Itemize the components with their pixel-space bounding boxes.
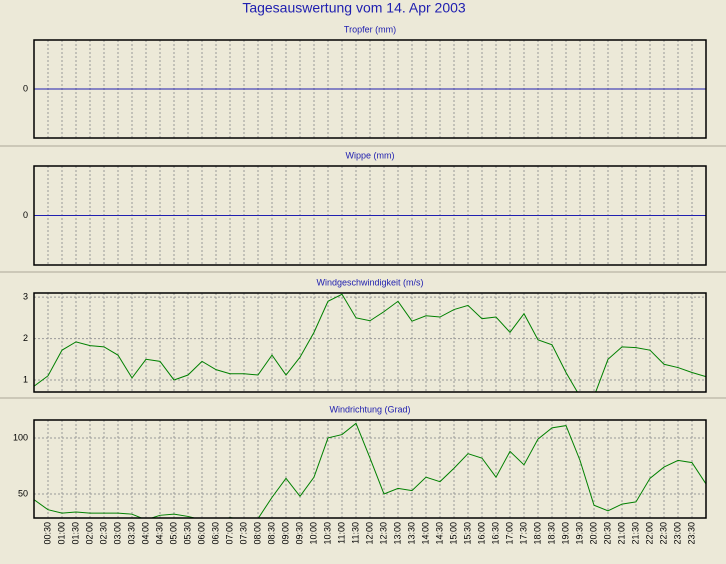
x-tick-label: 09:00 xyxy=(280,522,290,545)
x-tick-label: 15:00 xyxy=(448,522,458,545)
x-tick-label: 16:30 xyxy=(490,522,500,545)
x-tick-label: 13:00 xyxy=(392,522,402,545)
x-tick-label: 16:00 xyxy=(476,522,486,545)
panel-title: Tropfer (mm) xyxy=(344,24,396,34)
x-tick-label: 12:00 xyxy=(364,522,374,545)
x-tick-label: 21:30 xyxy=(630,522,640,545)
x-tick-label: 08:30 xyxy=(266,522,276,545)
panel-title: Windgeschwindigkeit (m/s) xyxy=(316,277,423,287)
x-tick-label: 18:30 xyxy=(546,522,556,545)
y-tick-label: 2 xyxy=(23,333,28,343)
x-tick-label: 18:00 xyxy=(532,522,542,545)
x-tick-label: 20:00 xyxy=(588,522,598,545)
x-tick-label: 00:30 xyxy=(42,522,52,545)
data-line xyxy=(34,293,706,392)
y-tick-label: 50 xyxy=(18,488,28,498)
panel-title: Wippe (mm) xyxy=(346,150,395,160)
x-tick-label: 17:30 xyxy=(518,522,528,545)
y-tick-label: 0 xyxy=(23,83,28,93)
x-tick-label: 11:00 xyxy=(336,522,346,544)
x-tick-label: 06:00 xyxy=(196,522,206,545)
x-tick-label: 19:00 xyxy=(560,522,570,545)
x-tick-label: 15:30 xyxy=(462,522,472,545)
x-tick-label: 04:00 xyxy=(140,522,150,545)
x-tick-label: 01:00 xyxy=(56,522,66,545)
x-tick-label: 23:00 xyxy=(672,522,682,545)
plot-frame xyxy=(33,165,707,266)
x-tick-label: 14:30 xyxy=(434,522,444,545)
x-tick-label: 01:30 xyxy=(70,522,80,545)
x-tick-label: 13:30 xyxy=(406,522,416,545)
panel-title: Windrichtung (Grad) xyxy=(329,404,410,414)
x-tick-label: 14:00 xyxy=(420,522,430,545)
plot-frame xyxy=(33,419,707,519)
x-tick-label: 17:00 xyxy=(504,522,514,545)
plot-frame xyxy=(33,39,707,139)
plot-frame xyxy=(33,292,707,393)
x-tick-label: 10:30 xyxy=(322,522,332,545)
x-tick-label: 09:30 xyxy=(294,522,304,545)
x-tick-label: 02:00 xyxy=(84,522,94,545)
y-tick-label: 100 xyxy=(13,432,28,442)
x-tick-label: 22:00 xyxy=(644,522,654,545)
x-tick-label: 05:30 xyxy=(182,522,192,545)
x-tick-label: 06:30 xyxy=(210,522,220,545)
x-tick-label: 12:30 xyxy=(378,522,388,545)
x-tick-label: 22:30 xyxy=(658,522,668,545)
x-tick-label: 20:30 xyxy=(602,522,612,545)
page-title: Tagesauswertung vom 14. Apr 2003 xyxy=(242,0,466,16)
x-tick-label: 02:30 xyxy=(98,522,108,545)
x-tick-label: 04:30 xyxy=(154,522,164,545)
data-line xyxy=(34,422,706,518)
x-tick-label: 07:30 xyxy=(238,522,248,545)
x-tick-label: 19:30 xyxy=(574,522,584,545)
x-tick-label: 08:00 xyxy=(252,522,262,545)
y-tick-label: 0 xyxy=(23,210,28,220)
y-tick-label: 1 xyxy=(23,374,28,384)
x-tick-label: 03:30 xyxy=(126,522,136,545)
x-tick-label: 03:00 xyxy=(112,522,122,545)
x-tick-label: 23:30 xyxy=(686,522,696,545)
x-tick-label: 07:00 xyxy=(224,522,234,545)
x-tick-label: 05:00 xyxy=(168,522,178,545)
y-tick-label: 3 xyxy=(23,292,28,302)
x-tick-label: 21:00 xyxy=(616,522,626,545)
x-tick-label: 11:30 xyxy=(350,522,360,544)
x-tick-label: 10:00 xyxy=(308,522,318,545)
